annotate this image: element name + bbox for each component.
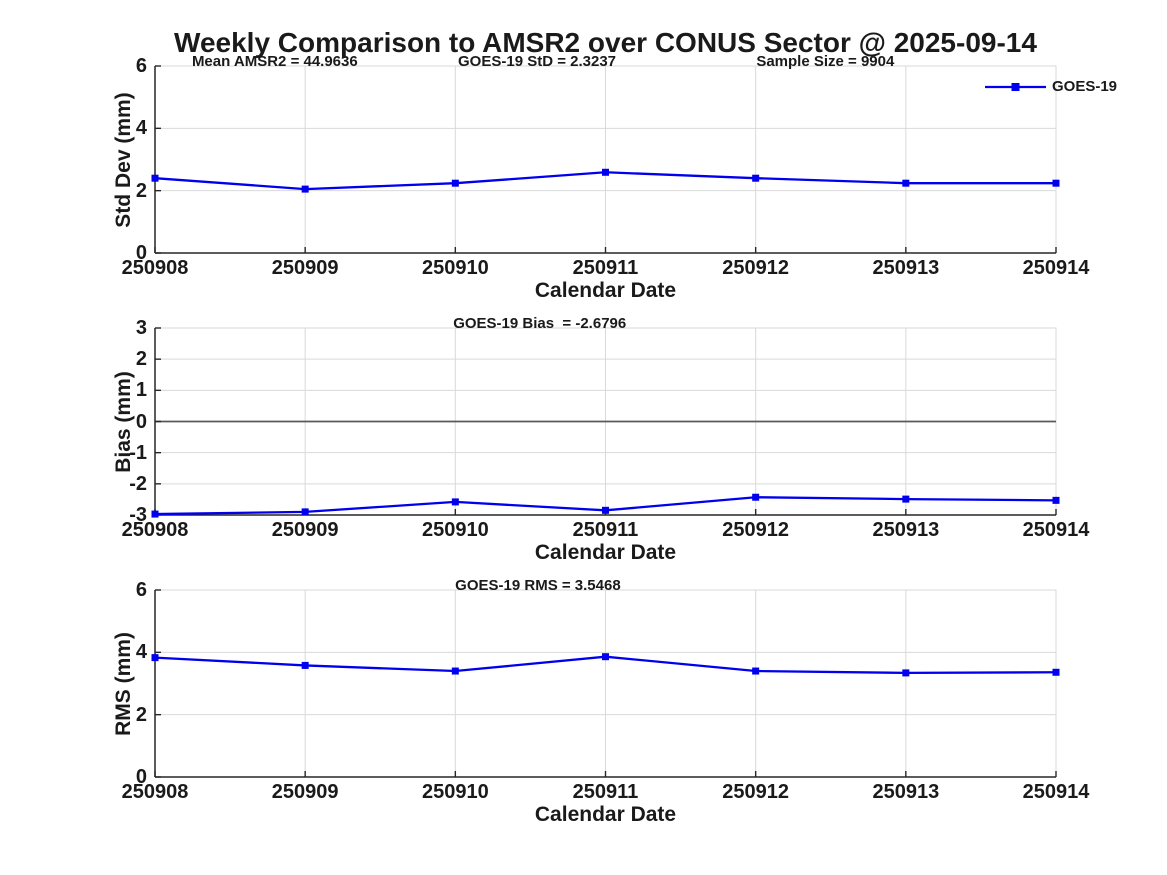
annotation-std-dev: Mean AMSR2 = 44.9636 <box>191 53 358 70</box>
data-point-std-dev <box>151 174 159 182</box>
x-tick-label: 250911 <box>572 257 639 279</box>
data-point-bias <box>602 506 609 514</box>
x-tick-label: 250910 <box>421 257 489 279</box>
figure-title: Weekly Comparison to AMSR2 over CONUS Se… <box>174 27 1037 58</box>
y-tick-label: -3 <box>129 504 147 526</box>
data-point-std-dev <box>602 168 609 176</box>
y-tick-label: 2 <box>135 703 147 726</box>
data-point-std-dev <box>752 174 760 182</box>
data-point-rms <box>1052 668 1060 676</box>
x-tick-label: 250913 <box>872 257 940 279</box>
data-point-bias <box>151 510 159 518</box>
legend-label: GOES-19 <box>1052 78 1118 95</box>
x-tick-label: 250912 <box>722 519 790 541</box>
y-axis-label-rms: RMS (mm) <box>112 631 135 736</box>
legend-marker <box>1011 83 1020 91</box>
y-tick-label: 4 <box>135 117 147 140</box>
y-tick-label: 0 <box>135 410 147 433</box>
data-point-std-dev <box>451 179 459 187</box>
y-tick-label: 3 <box>135 317 147 339</box>
x-tick-label: 250909 <box>271 519 339 541</box>
x-tick-label: 250910 <box>421 781 489 803</box>
y-tick-label: 0 <box>135 766 147 788</box>
y-tick-label: 0 <box>135 242 147 264</box>
x-tick-label: 250909 <box>271 781 339 803</box>
x-tick-label: 250912 <box>722 257 790 279</box>
data-point-rms <box>451 667 459 675</box>
annotation-bias: GOES-19 Bias = -2.6796 <box>453 315 627 332</box>
x-axis-label-rms: Calendar Date <box>534 803 677 826</box>
x-tick-label: 250909 <box>271 257 339 279</box>
x-axis-label-std-dev: Calendar Date <box>534 279 677 302</box>
data-point-rms <box>151 654 159 662</box>
x-tick-label: 250912 <box>722 781 790 803</box>
x-tick-label: 250914 <box>1022 781 1090 803</box>
data-point-bias <box>1052 496 1060 504</box>
data-point-bias <box>451 498 459 506</box>
data-point-bias <box>902 495 910 503</box>
data-point-rms <box>752 667 760 675</box>
y-tick-label: 2 <box>135 348 147 371</box>
y-tick-label: 4 <box>135 641 147 664</box>
data-point-rms <box>902 669 910 677</box>
x-tick-label: 250914 <box>1022 257 1090 279</box>
data-point-bias <box>301 508 309 516</box>
x-tick-label: 250913 <box>872 519 940 541</box>
annotation-rms: GOES-19 RMS = 3.5468 <box>455 577 621 594</box>
y-tick-label: 6 <box>135 579 147 601</box>
x-tick-label: 250911 <box>572 781 639 803</box>
x-tick-label: 250914 <box>1022 519 1090 541</box>
y-tick-label: -2 <box>129 472 147 495</box>
y-tick-label: -1 <box>129 441 147 464</box>
y-tick-label: 1 <box>135 379 147 402</box>
x-tick-label: 250913 <box>872 781 940 803</box>
x-axis-label-bias: Calendar Date <box>534 541 677 564</box>
data-point-rms <box>602 653 609 661</box>
y-tick-label: 6 <box>135 55 147 77</box>
data-point-std-dev <box>301 185 309 193</box>
data-point-rms <box>301 661 309 669</box>
data-point-bias <box>752 493 760 501</box>
data-point-std-dev <box>1052 179 1060 187</box>
x-tick-label: 250908 <box>121 781 189 803</box>
x-tick-label: 250910 <box>421 519 489 541</box>
x-tick-label: 250911 <box>572 519 639 541</box>
annotation-std-dev: Sample Size = 9904 <box>756 53 895 70</box>
data-point-std-dev <box>902 179 910 187</box>
x-tick-label: 250908 <box>121 519 189 541</box>
y-tick-label: 2 <box>135 179 147 202</box>
y-axis-label-bias: Bias (mm) <box>112 370 135 473</box>
annotation-std-dev: GOES-19 StD = 2.3237 <box>458 53 617 70</box>
x-tick-label: 250908 <box>121 257 189 279</box>
